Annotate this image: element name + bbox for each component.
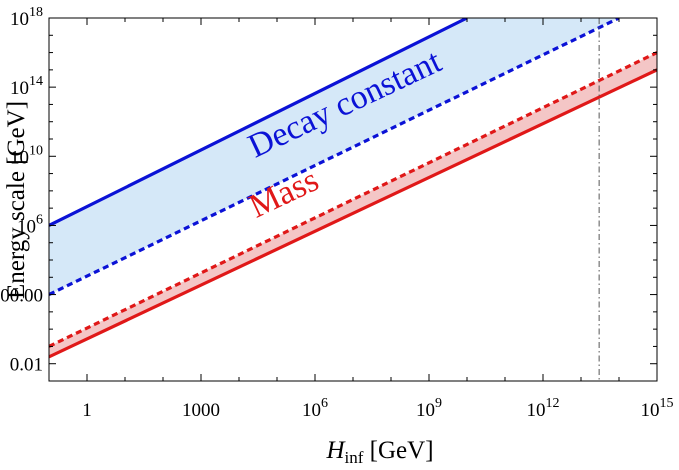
y-tick-label-1: 100.00 xyxy=(0,286,43,307)
y-tick-label-4: 1014 xyxy=(10,74,43,99)
y-axis-label: Energy scale [GeV] xyxy=(3,101,30,299)
x-axis-label: Hinf [GeV] xyxy=(325,437,433,467)
y-tick-label-5: 1018 xyxy=(10,5,43,30)
x-tick-label-3: 109 xyxy=(416,396,442,421)
series-mass-lower xyxy=(49,68,657,359)
y-tick-label-3: 1010 xyxy=(10,143,43,168)
ticks: 1 1000 106 109 1012 1015 0.01 100.00 106 1010 1014… xyxy=(0,5,674,421)
series-lines xyxy=(49,18,657,359)
series-decay-upper xyxy=(49,18,468,227)
series-decay-lower xyxy=(49,18,620,297)
x-tick-label-4: 1012 xyxy=(527,396,560,421)
series-mass-upper xyxy=(49,51,657,348)
y-tick-label-2: 106 xyxy=(17,212,43,237)
x-tick-label-5: 1015 xyxy=(641,396,674,421)
x-tick-label-0: 1 xyxy=(82,400,92,421)
x-tick-label-2: 106 xyxy=(302,396,328,421)
x-tick-label-1: 1000 xyxy=(182,400,220,421)
band-1 xyxy=(49,52,657,357)
y-tick-label-0: 0.01 xyxy=(10,355,43,376)
